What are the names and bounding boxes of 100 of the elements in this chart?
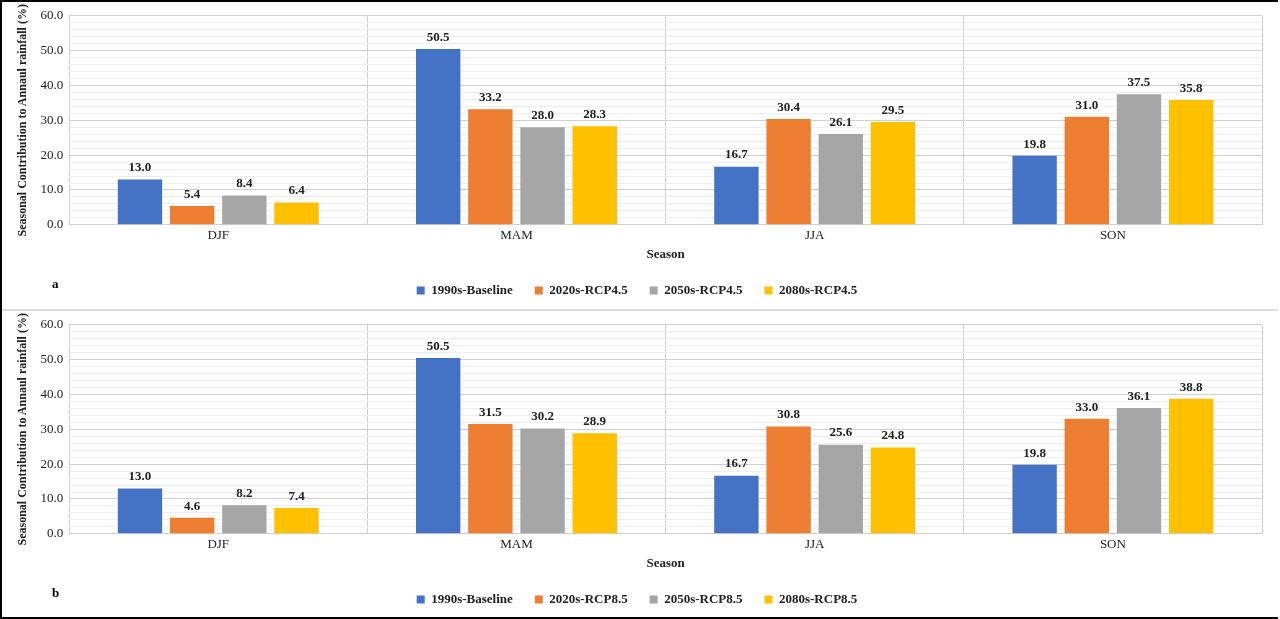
- y-tick-label: 20.0: [40, 146, 64, 162]
- legend-label: 1990s-Baseline: [431, 281, 513, 297]
- data-label: 33.0: [1075, 398, 1099, 414]
- data-label: 26.1: [829, 113, 853, 129]
- y-axis-title: Seasonal Contribution to Annaul rainfall (%): [15, 313, 30, 546]
- legend-label: 2080s-RCP4.5: [778, 281, 858, 297]
- y-tick-label: 0.0: [46, 525, 64, 541]
- bar: [1064, 418, 1109, 534]
- x-tick-label: DJF: [207, 536, 230, 552]
- data-label: 4.6: [184, 497, 201, 513]
- bar: [572, 433, 617, 534]
- y-tick-label: 30.0: [40, 420, 64, 436]
- x-tick-label: JJA: [804, 536, 826, 552]
- bar: [870, 447, 916, 534]
- bar: [468, 424, 513, 534]
- data-label: 19.8: [1023, 135, 1047, 151]
- data-label: 24.8: [881, 427, 905, 443]
- x-axis-title: Season: [646, 554, 686, 570]
- x-tick-label: MAM: [500, 227, 534, 243]
- x-tick-label: SON: [1099, 227, 1127, 243]
- y-tick-label: 40.0: [40, 385, 64, 401]
- bar: [520, 428, 565, 534]
- data-label: 7.4: [288, 487, 306, 503]
- data-label: 16.7: [725, 455, 749, 471]
- data-label: 33.2: [479, 89, 502, 105]
- bar: [274, 202, 319, 225]
- data-label: 31.5: [479, 403, 503, 419]
- bar: [169, 517, 215, 534]
- data-label: 50.5: [426, 337, 451, 353]
- y-tick-label: 50.0: [40, 351, 64, 367]
- x-tick-label: DJF: [207, 227, 230, 243]
- legend-label: 2050s-RCP4.5: [664, 281, 743, 297]
- bar: [818, 133, 863, 225]
- y-axis-title: Seasonal Contribution to Annaul rainfall (%): [15, 4, 30, 237]
- data-label: 37.5: [1127, 74, 1151, 90]
- legend-label: 2050s-RCP8.5: [664, 590, 743, 606]
- data-label: 30.8: [777, 406, 801, 422]
- data-label: 36.1: [1127, 387, 1151, 403]
- data-label: 30.4: [777, 98, 801, 114]
- bar: [1116, 408, 1162, 534]
- bar: [1168, 100, 1214, 225]
- legend-label: 2020s-RCP4.5: [549, 281, 629, 297]
- x-tick-label: SON: [1099, 536, 1127, 552]
- x-axis-title: Season: [646, 245, 686, 261]
- bar: [169, 205, 215, 225]
- data-label: 28.9: [583, 412, 607, 428]
- y-tick-label: 30.0: [40, 111, 64, 127]
- y-tick-label: 40.0: [40, 76, 64, 92]
- bar: [520, 127, 565, 225]
- bar: [766, 118, 811, 225]
- bar: [1012, 155, 1057, 225]
- data-label: 38.8: [1179, 378, 1204, 394]
- data-label: 5.4: [184, 185, 201, 201]
- data-label: 16.7: [725, 146, 749, 162]
- text: b: [52, 585, 60, 601]
- data-label: 13.0: [128, 159, 152, 175]
- legend-label: 2020s-RCP8.5: [549, 590, 629, 606]
- legend-label: 2080s-RCP8.5: [778, 590, 858, 606]
- bar: [274, 508, 319, 534]
- bar: [117, 488, 163, 534]
- y-tick-label: 60.0: [40, 7, 64, 23]
- bar: [416, 357, 461, 534]
- data-label: 25.6: [829, 424, 853, 440]
- y-tick-label: 20.0: [40, 455, 64, 471]
- data-label: 31.0: [1075, 96, 1099, 112]
- data-label: 35.8: [1179, 79, 1204, 95]
- legend-label: 1990s-Baseline: [431, 590, 513, 606]
- bar: [222, 505, 267, 534]
- data-label: 6.4: [288, 182, 306, 198]
- text: a: [52, 276, 59, 292]
- data-label: 28.0: [531, 107, 554, 123]
- bar: [818, 444, 863, 534]
- y-tick-label: 50.0: [40, 42, 64, 58]
- bar: [1012, 464, 1057, 534]
- data-label: 8.4: [236, 175, 253, 191]
- data-label: 8.2: [236, 485, 253, 501]
- bar: [572, 126, 617, 225]
- data-label: 30.2: [531, 408, 554, 424]
- data-label: 13.0: [128, 468, 152, 484]
- bar: [117, 179, 163, 225]
- bar: [222, 195, 267, 225]
- data-label: 28.3: [583, 106, 607, 122]
- y-tick-label: 10.0: [40, 181, 64, 197]
- bar: [1116, 94, 1162, 225]
- bar: [1168, 398, 1214, 534]
- bar: [1064, 116, 1109, 225]
- y-tick-label: 10.0: [40, 490, 64, 506]
- x-tick-label: JJA: [804, 227, 826, 243]
- data-label: 29.5: [881, 101, 905, 117]
- data-label: 19.8: [1023, 444, 1047, 460]
- bar: [766, 426, 811, 534]
- y-tick-label: 0.0: [46, 216, 64, 232]
- data-label: 50.5: [426, 28, 451, 44]
- bar: [870, 122, 916, 225]
- bar: [468, 109, 513, 225]
- y-tick-label: 60.0: [40, 316, 64, 332]
- bar: [416, 48, 461, 225]
- bar: [714, 475, 759, 534]
- x-tick-label: MAM: [500, 536, 534, 552]
- bar: [714, 166, 759, 225]
